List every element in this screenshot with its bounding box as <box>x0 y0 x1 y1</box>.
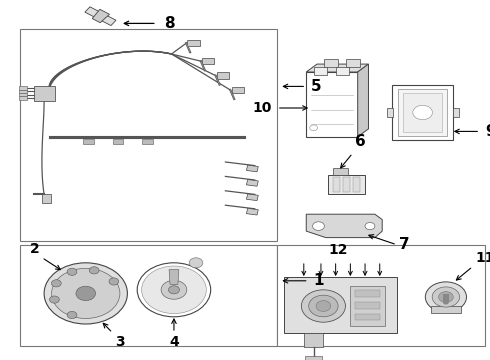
Text: 5: 5 <box>311 79 322 94</box>
Bar <box>350 286 385 326</box>
Polygon shape <box>217 72 229 79</box>
Text: 4: 4 <box>169 335 179 349</box>
Polygon shape <box>231 87 244 93</box>
Text: 10: 10 <box>252 101 272 115</box>
Circle shape <box>89 267 99 274</box>
Bar <box>387 108 393 117</box>
Polygon shape <box>92 9 109 23</box>
Polygon shape <box>202 58 215 64</box>
Polygon shape <box>246 194 258 201</box>
Polygon shape <box>187 40 200 46</box>
Bar <box>314 67 327 75</box>
Bar <box>392 85 453 140</box>
Polygon shape <box>169 270 179 284</box>
Text: 1: 1 <box>314 273 324 288</box>
Bar <box>343 177 350 192</box>
Bar <box>142 139 153 144</box>
Circle shape <box>44 263 127 324</box>
Bar <box>336 67 349 75</box>
Bar <box>304 333 323 347</box>
Bar <box>403 93 442 132</box>
Bar <box>277 245 485 346</box>
Text: 6: 6 <box>355 134 366 149</box>
Circle shape <box>109 278 119 285</box>
Polygon shape <box>246 165 258 172</box>
Polygon shape <box>85 7 116 26</box>
Bar <box>355 302 380 309</box>
Circle shape <box>51 280 61 287</box>
Bar <box>346 59 360 67</box>
Circle shape <box>432 287 460 307</box>
Circle shape <box>310 125 318 131</box>
Polygon shape <box>358 64 368 137</box>
Circle shape <box>137 263 211 317</box>
Bar <box>431 306 461 313</box>
Circle shape <box>425 282 466 312</box>
Bar <box>398 89 447 136</box>
Text: 8: 8 <box>164 16 175 31</box>
Bar <box>306 72 358 137</box>
Bar <box>305 356 322 360</box>
Polygon shape <box>246 208 258 215</box>
Bar <box>443 294 449 302</box>
Circle shape <box>51 268 120 319</box>
Bar <box>20 245 277 346</box>
Circle shape <box>67 268 77 275</box>
Bar <box>19 90 27 93</box>
Polygon shape <box>42 194 51 202</box>
Text: 3: 3 <box>115 335 125 349</box>
Text: 9: 9 <box>485 124 490 139</box>
Bar <box>353 177 360 192</box>
Text: 2: 2 <box>29 242 39 256</box>
Circle shape <box>309 295 338 317</box>
Bar <box>19 93 27 96</box>
Bar <box>113 139 123 144</box>
Text: 12: 12 <box>328 243 348 257</box>
Polygon shape <box>306 214 382 238</box>
Text: 7: 7 <box>399 237 410 252</box>
Circle shape <box>316 301 331 311</box>
Bar <box>355 314 380 320</box>
Bar <box>19 86 27 90</box>
Circle shape <box>439 292 453 302</box>
Circle shape <box>49 296 59 303</box>
Text: 11: 11 <box>475 251 490 265</box>
Bar <box>333 177 340 192</box>
Circle shape <box>365 222 375 230</box>
Circle shape <box>313 222 324 230</box>
Circle shape <box>76 286 96 301</box>
Polygon shape <box>306 64 368 72</box>
Bar <box>355 290 380 297</box>
Circle shape <box>413 105 433 120</box>
Circle shape <box>443 300 449 305</box>
Circle shape <box>161 280 187 299</box>
Bar <box>328 175 365 194</box>
Circle shape <box>142 266 206 314</box>
Bar <box>324 59 338 67</box>
Bar <box>453 108 459 117</box>
Bar <box>19 96 27 100</box>
Circle shape <box>301 290 345 322</box>
Bar <box>284 277 397 333</box>
Circle shape <box>169 286 179 294</box>
Bar <box>83 139 94 144</box>
Circle shape <box>67 311 77 319</box>
Bar <box>20 29 277 241</box>
Polygon shape <box>246 180 258 186</box>
Circle shape <box>189 258 203 268</box>
Bar <box>333 168 348 175</box>
Bar <box>34 86 55 101</box>
